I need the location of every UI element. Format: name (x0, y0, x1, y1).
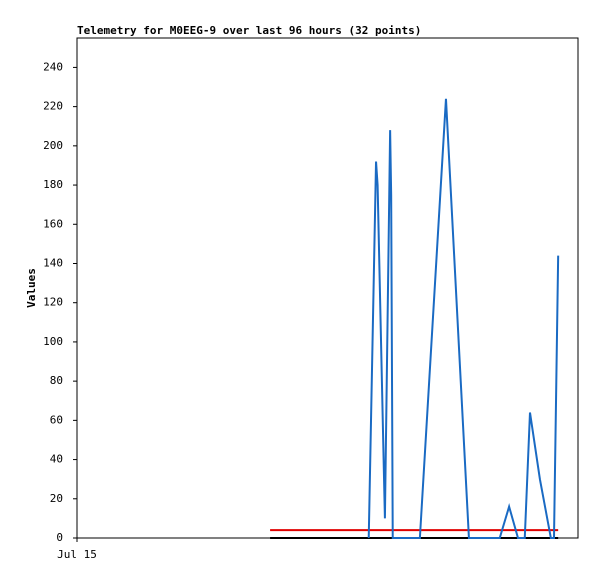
y-tick-label: 40 (50, 453, 63, 466)
chart-title: Telemetry for M0EEG-9 over last 96 hours… (77, 24, 421, 37)
y-tick-label: 200 (43, 139, 63, 152)
y-tick-label: 160 (43, 217, 63, 230)
y-tick-label: 60 (50, 413, 63, 426)
y-tick-label: 20 (50, 492, 63, 505)
x-tick-label: Jul 15 (57, 548, 97, 561)
plot-frame (76, 37, 579, 539)
y-tick-label: 140 (43, 256, 63, 269)
y-tick-label: 0 (56, 531, 63, 544)
series-line (367, 98, 560, 539)
y-tick-label: 180 (43, 178, 63, 191)
y-tick-label: 80 (50, 374, 63, 387)
y-axis-label: Values (25, 268, 38, 308)
y-tick-label: 120 (43, 296, 63, 309)
y-tick-label: 220 (43, 100, 63, 113)
y-tick-label: 100 (43, 335, 63, 348)
y-tick-label: 240 (43, 60, 63, 73)
